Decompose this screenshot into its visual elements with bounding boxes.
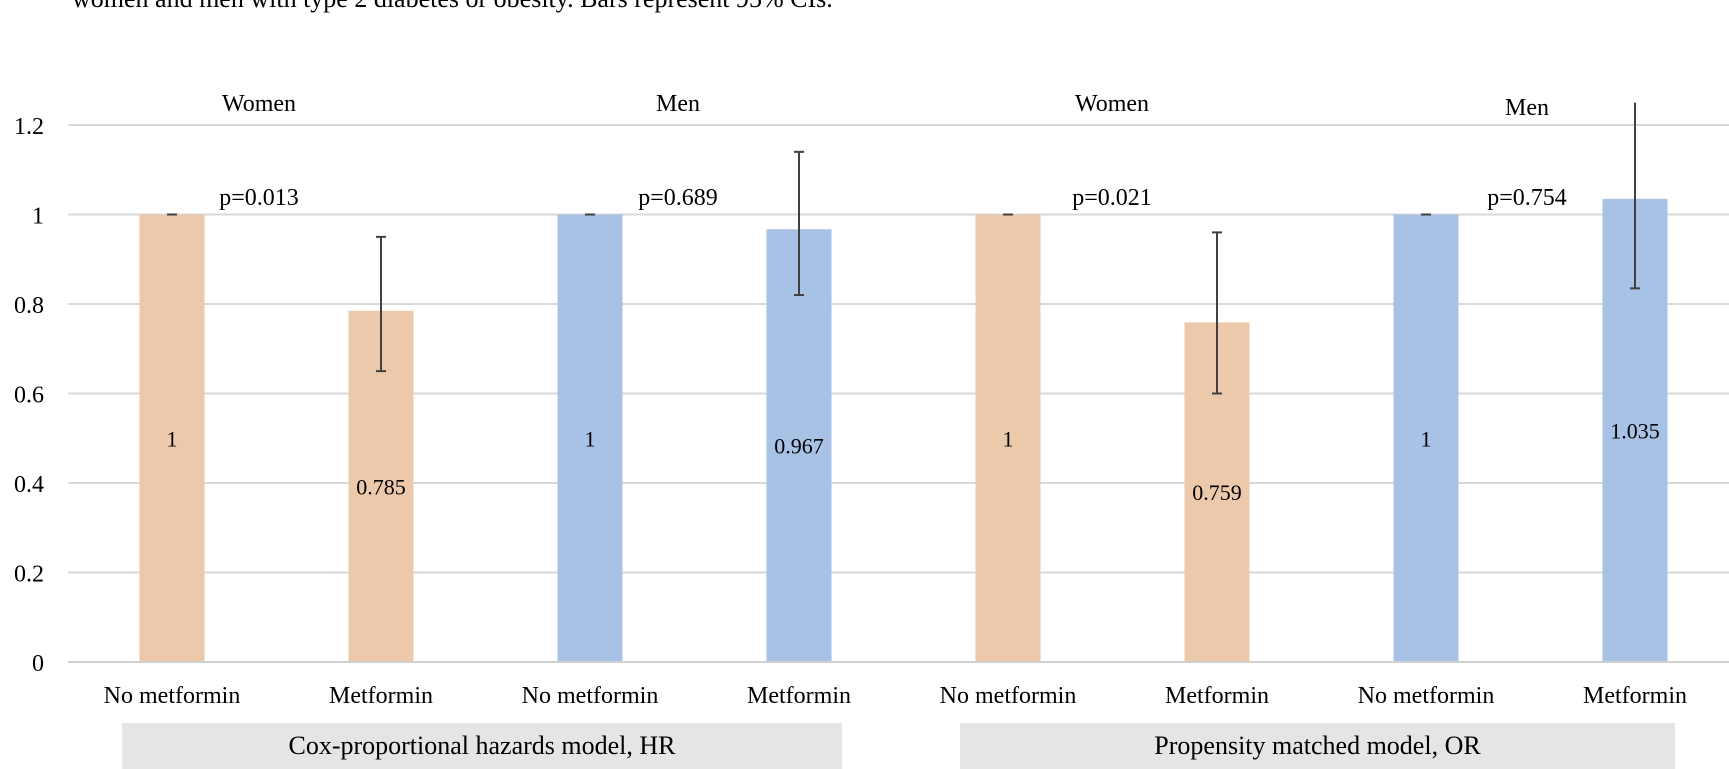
data-label: 0.967 xyxy=(774,434,824,459)
data-label: 0.759 xyxy=(1192,480,1242,505)
y-tick-label: 0.2 xyxy=(14,562,44,588)
data-label: 1 xyxy=(167,426,178,451)
x-tick-label: No metformin xyxy=(522,683,659,709)
series-label: Men xyxy=(656,91,700,117)
x-tick-label: Metformin xyxy=(329,683,433,709)
x-tick-label: No metformin xyxy=(1358,683,1495,709)
bar xyxy=(139,214,205,662)
x-tick-label: Metformin xyxy=(747,683,851,709)
data-label: 1 xyxy=(585,426,596,451)
y-tick-label: 1.2 xyxy=(14,114,44,140)
x-tick-label: Metformin xyxy=(1165,683,1269,709)
data-label: 1 xyxy=(1421,426,1432,451)
p-value-label: p=0.754 xyxy=(1487,185,1567,211)
data-label: 0.785 xyxy=(356,474,406,499)
p-value-label: p=0.021 xyxy=(1072,185,1152,211)
series-label: Women xyxy=(222,91,296,117)
bar xyxy=(766,229,832,662)
x-tick-label: No metformin xyxy=(940,683,1077,709)
p-value-label: p=0.689 xyxy=(638,185,718,211)
x-tick-label: No metformin xyxy=(104,683,241,709)
series-label: Women xyxy=(1075,91,1149,117)
group-label-cox: Cox-proportional hazards model, HR xyxy=(122,723,842,769)
bar xyxy=(557,214,623,662)
data-label: 1 xyxy=(1003,426,1014,451)
p-value-label: p=0.013 xyxy=(219,185,299,211)
figure-caption: women and men with type 2 diabetes or ob… xyxy=(72,0,833,14)
y-tick-label: 0.6 xyxy=(14,383,44,409)
y-tick-label: 0 xyxy=(32,651,44,677)
y-tick-label: 1 xyxy=(32,204,44,230)
series-label: Men xyxy=(1505,95,1549,121)
group-label-propensity: Propensity matched model, OR xyxy=(960,723,1675,769)
bar xyxy=(1393,214,1459,662)
y-tick-label: 0.4 xyxy=(14,472,44,498)
bar xyxy=(975,214,1041,662)
data-label: 1.035 xyxy=(1610,418,1660,443)
x-tick-label: Metformin xyxy=(1583,683,1687,709)
y-tick-label: 0.8 xyxy=(14,293,44,319)
